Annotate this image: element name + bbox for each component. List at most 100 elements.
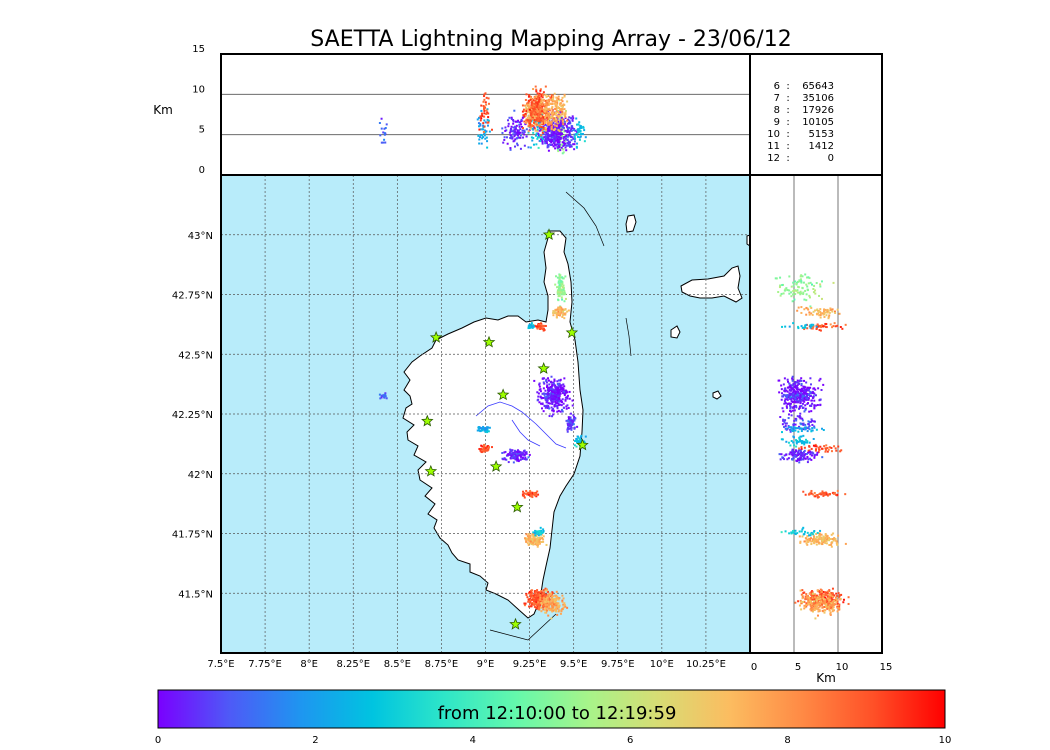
lightning-point: [547, 135, 550, 138]
station-star-icon: [537, 362, 550, 374]
lightning-point: [799, 275, 802, 278]
lightning-point: [823, 310, 826, 313]
lightning-point: [551, 109, 554, 112]
lightning-point: [790, 392, 793, 395]
lightning-point: [797, 400, 800, 403]
lightning-point: [570, 139, 573, 142]
lightning-point: [818, 609, 821, 612]
lightning-point: [484, 137, 487, 140]
lightning-point: [560, 98, 563, 101]
lightning-point: [814, 495, 817, 498]
lightning-point: [528, 114, 531, 117]
lightning-point: [838, 605, 841, 608]
lightning-point: [482, 428, 485, 431]
lightning-point: [809, 390, 812, 393]
lightning-point: [826, 494, 829, 497]
lightning-point: [791, 378, 794, 381]
lightning-point: [789, 426, 792, 429]
lightning-point: [570, 125, 573, 128]
lightning-point: [562, 123, 565, 126]
map-x-tick-label: 7.5°E: [207, 659, 234, 670]
lightning-point: [533, 599, 536, 602]
lightning-point: [779, 284, 782, 287]
lightning-point: [790, 453, 793, 456]
lightning-point: [551, 384, 554, 387]
lightning-point: [557, 129, 560, 132]
lightning-point: [807, 289, 810, 292]
lightning-point: [788, 409, 791, 412]
lightning-point: [566, 100, 569, 103]
map-y-tick-label: 42°N: [188, 470, 213, 481]
lightning-point: [820, 533, 823, 536]
lightning-point: [800, 306, 803, 309]
lightning-point: [533, 107, 536, 110]
lightning-point: [806, 327, 809, 330]
lightning-point: [535, 540, 538, 543]
lightning-point: [555, 133, 558, 136]
lightning-point: [817, 539, 820, 542]
lightning-point: [538, 602, 541, 605]
lightning-point: [484, 449, 487, 452]
lightning-point: [574, 439, 577, 442]
lightning-point: [836, 610, 839, 613]
lightning-point: [781, 438, 784, 441]
lightning-point: [483, 125, 486, 128]
lightning-point: [537, 493, 540, 496]
lightning-point: [527, 598, 530, 601]
lightning-point: [797, 325, 800, 328]
lightning-point: [542, 116, 545, 119]
lightning-point: [799, 416, 802, 419]
lightning-point: [540, 126, 543, 129]
lightning-point: [535, 123, 538, 126]
lightning-point: [546, 393, 549, 396]
lightning-point: [820, 492, 823, 495]
lightning-point: [525, 128, 528, 131]
lightning-point: [826, 600, 829, 603]
lightning-point: [828, 446, 831, 449]
lightning-point: [574, 137, 577, 140]
lightning-point: [557, 384, 560, 387]
lightning-point: [808, 534, 811, 537]
lightning-point: [799, 395, 802, 398]
lightning-point: [544, 406, 547, 409]
lightning-point: [576, 425, 579, 428]
lightning-point: [550, 398, 553, 401]
lightning-point: [813, 399, 816, 402]
lightning-point: [541, 328, 544, 331]
lightning-point: [835, 600, 838, 603]
lightning-point: [536, 594, 539, 597]
lightning-point: [826, 450, 829, 453]
lightning-point: [816, 607, 819, 610]
lightning-point: [533, 127, 536, 130]
map-y-tick-label: 41.75°N: [172, 530, 213, 541]
lightning-point: [525, 458, 528, 461]
lightning-point: [578, 437, 581, 440]
lightning-point: [556, 276, 559, 279]
lightning-point: [483, 132, 486, 135]
lightning-point: [542, 120, 545, 123]
river: [475, 401, 567, 449]
lightning-point: [557, 288, 560, 291]
lightning-point: [551, 113, 554, 116]
lightning-point: [792, 391, 795, 394]
lightning-point: [579, 125, 582, 128]
lightning-point: [535, 495, 538, 498]
lightning-point: [566, 606, 569, 609]
lightning-point: [516, 456, 519, 459]
lightning-point: [540, 135, 543, 138]
lightning-point: [795, 283, 798, 286]
lightning-point: [488, 426, 491, 429]
lightning-point: [538, 401, 541, 404]
lightning-point: [546, 129, 549, 132]
lightning-point: [549, 394, 552, 397]
lightning-point: [548, 600, 551, 603]
stats-key: 7: [774, 93, 780, 104]
lightning-point: [544, 107, 547, 110]
lightning-point: [550, 141, 553, 144]
lightning-point: [541, 407, 544, 410]
lightning-point: [546, 397, 549, 400]
lightning-point: [819, 445, 822, 448]
lightning-point: [790, 451, 793, 454]
lightning-point: [571, 419, 574, 422]
